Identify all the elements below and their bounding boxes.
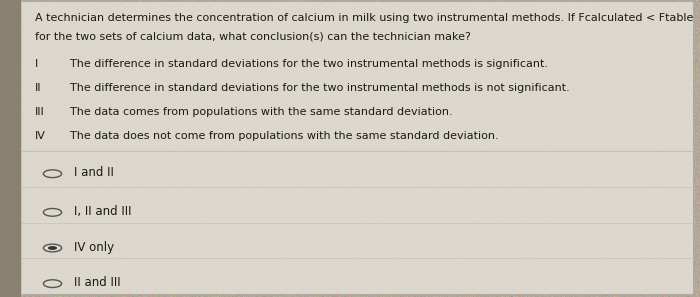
Text: for the two sets of calcium data, what conclusion(s) can the technician make?: for the two sets of calcium data, what c… xyxy=(35,31,471,41)
Text: II and III: II and III xyxy=(74,276,120,289)
Text: I, II and III: I, II and III xyxy=(74,205,131,218)
Bar xyxy=(0,0,21,297)
Text: IV: IV xyxy=(35,131,46,141)
Ellipse shape xyxy=(48,246,57,250)
Text: I and II: I and II xyxy=(74,166,113,179)
Text: A technician determines the concentration of calcium in milk using two instrumen: A technician determines the concentratio… xyxy=(35,13,694,23)
Text: IV only: IV only xyxy=(74,241,113,254)
Text: The difference in standard deviations for the two instrumental methods is not si: The difference in standard deviations fo… xyxy=(70,83,570,93)
Text: The difference in standard deviations for the two instrumental methods is signif: The difference in standard deviations fo… xyxy=(70,59,548,69)
Text: III: III xyxy=(35,107,45,117)
Text: I: I xyxy=(35,59,38,69)
Text: The data comes from populations with the same standard deviation.: The data comes from populations with the… xyxy=(70,107,453,117)
Text: The data does not come from populations with the same standard deviation.: The data does not come from populations … xyxy=(70,131,498,141)
Text: II: II xyxy=(35,83,41,93)
